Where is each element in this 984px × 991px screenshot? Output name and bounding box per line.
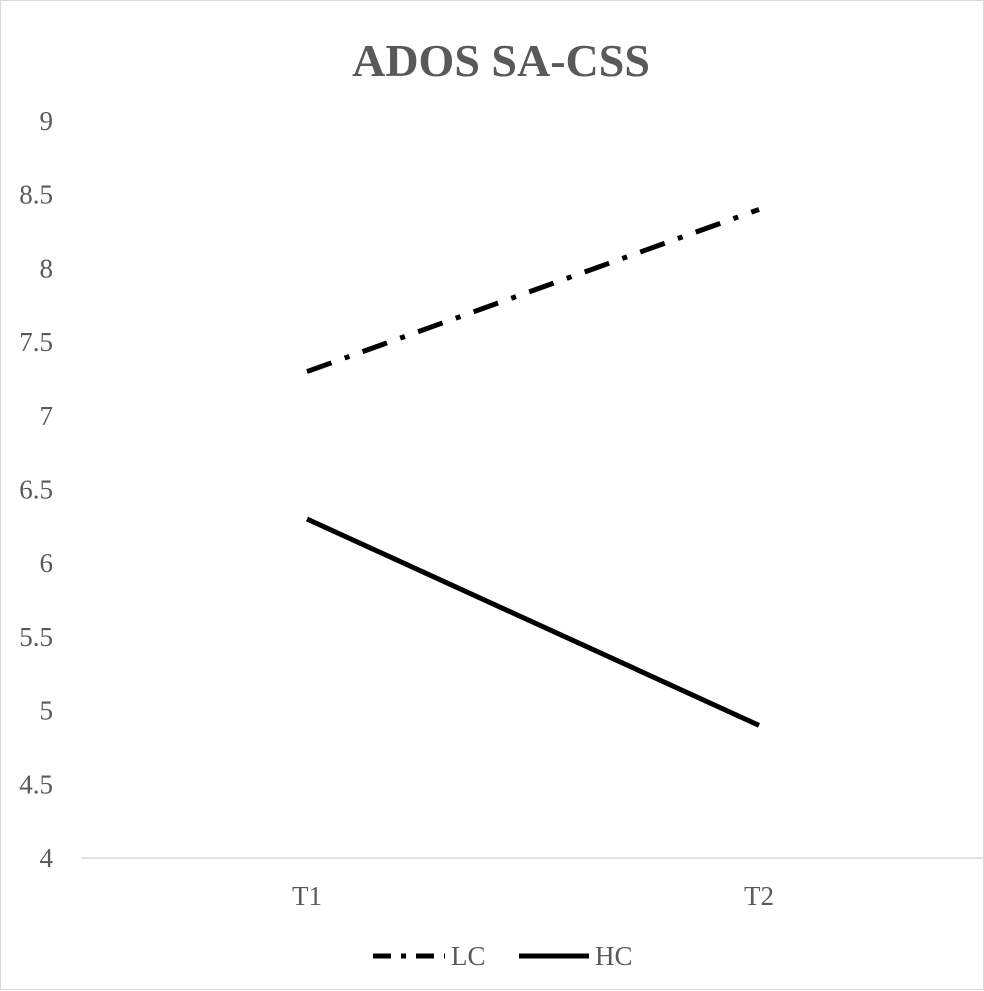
y-axis-ticks: 4 4.5 5 5.5 6 6.5 7 7.5 8 8.5 9 (19, 106, 53, 873)
y-tick-label: 4 (40, 843, 54, 873)
y-tick-label: 7.5 (19, 327, 53, 357)
y-tick-label: 6.5 (19, 475, 53, 505)
y-tick-label: 9 (40, 106, 54, 136)
series-line-lc (306, 207, 760, 374)
legend-label-lc: LC (451, 941, 486, 971)
chart-title: ADOS SA-CSS (352, 35, 650, 86)
y-tick-label: 6 (40, 548, 54, 578)
legend-label-hc: HC (595, 941, 633, 971)
series-lines (305, 207, 761, 728)
series-line-hc (305, 516, 761, 728)
x-tick-label: T2 (744, 881, 774, 911)
y-tick-label: 5 (40, 696, 54, 726)
y-tick-label: 5.5 (19, 622, 53, 652)
y-tick-label: 7 (40, 401, 54, 431)
x-tick-label: T1 (292, 881, 322, 911)
y-tick-label: 4.5 (19, 769, 53, 799)
legend: LC HC (373, 941, 633, 971)
y-tick-label: 8 (40, 253, 54, 283)
y-tick-label: 8.5 (19, 180, 53, 210)
x-axis-ticks: T1 T2 (292, 881, 774, 911)
